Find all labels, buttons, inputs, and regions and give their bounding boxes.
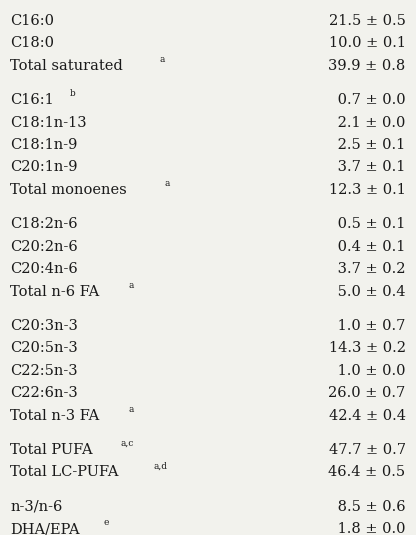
Text: 1.0 ± 0.0: 1.0 ± 0.0 <box>333 364 406 378</box>
Text: Total n-6 FA: Total n-6 FA <box>10 285 100 299</box>
Text: 2.1 ± 0.0: 2.1 ± 0.0 <box>333 116 406 129</box>
Text: Total saturated: Total saturated <box>10 59 123 73</box>
Text: C20:1n-9: C20:1n-9 <box>10 160 78 174</box>
Text: 26.0 ± 0.7: 26.0 ± 0.7 <box>328 386 406 400</box>
Text: C20:2n-6: C20:2n-6 <box>10 240 78 254</box>
Text: C22:6n-3: C22:6n-3 <box>10 386 78 400</box>
Text: C20:5n-3: C20:5n-3 <box>10 341 78 355</box>
Text: 10.0 ± 0.1: 10.0 ± 0.1 <box>329 36 406 50</box>
Text: C18:0: C18:0 <box>10 36 54 50</box>
Text: C16:0: C16:0 <box>10 14 54 28</box>
Text: n-3/n-6: n-3/n-6 <box>10 500 63 514</box>
Text: 1.0 ± 0.7: 1.0 ± 0.7 <box>333 319 406 333</box>
Text: C18:2n-6: C18:2n-6 <box>10 217 78 231</box>
Text: C22:5n-3: C22:5n-3 <box>10 364 78 378</box>
Text: Total LC-PUFA: Total LC-PUFA <box>10 465 119 479</box>
Text: C18:1n-13: C18:1n-13 <box>10 116 87 129</box>
Text: a: a <box>129 281 134 290</box>
Text: C18:1n-9: C18:1n-9 <box>10 138 78 152</box>
Text: C16:1: C16:1 <box>10 93 54 107</box>
Text: b: b <box>70 89 76 98</box>
Text: 42.4 ± 0.4: 42.4 ± 0.4 <box>329 409 406 423</box>
Text: 21.5 ± 0.5: 21.5 ± 0.5 <box>329 14 406 28</box>
Text: DHA/EPA: DHA/EPA <box>10 522 80 535</box>
Text: 47.7 ± 0.7: 47.7 ± 0.7 <box>329 443 406 457</box>
Text: a,d: a,d <box>154 462 168 471</box>
Text: 8.5 ± 0.6: 8.5 ± 0.6 <box>333 500 406 514</box>
Text: C20:4n-6: C20:4n-6 <box>10 262 78 276</box>
Text: 3.7 ± 0.2: 3.7 ± 0.2 <box>333 262 406 276</box>
Text: 0.7 ± 0.0: 0.7 ± 0.0 <box>333 93 406 107</box>
Text: 3.7 ± 0.1: 3.7 ± 0.1 <box>333 160 406 174</box>
Text: 12.3 ± 0.1: 12.3 ± 0.1 <box>329 183 406 197</box>
Text: e: e <box>104 518 109 528</box>
Text: 2.5 ± 0.1: 2.5 ± 0.1 <box>333 138 406 152</box>
Text: Total PUFA: Total PUFA <box>10 443 93 457</box>
Text: 1.8 ± 0.0: 1.8 ± 0.0 <box>333 522 406 535</box>
Text: 0.5 ± 0.1: 0.5 ± 0.1 <box>333 217 406 231</box>
Text: Total n-3 FA: Total n-3 FA <box>10 409 100 423</box>
Text: 46.4 ± 0.5: 46.4 ± 0.5 <box>329 465 406 479</box>
Text: a,c: a,c <box>120 439 134 448</box>
Text: a: a <box>164 179 170 188</box>
Text: 5.0 ± 0.4: 5.0 ± 0.4 <box>333 285 406 299</box>
Text: C20:3n-3: C20:3n-3 <box>10 319 78 333</box>
Text: a: a <box>159 55 165 64</box>
Text: 14.3 ± 0.2: 14.3 ± 0.2 <box>329 341 406 355</box>
Text: Total monoenes: Total monoenes <box>10 183 127 197</box>
Text: 39.9 ± 0.8: 39.9 ± 0.8 <box>328 59 406 73</box>
Text: a: a <box>129 405 134 414</box>
Text: 0.4 ± 0.1: 0.4 ± 0.1 <box>333 240 406 254</box>
